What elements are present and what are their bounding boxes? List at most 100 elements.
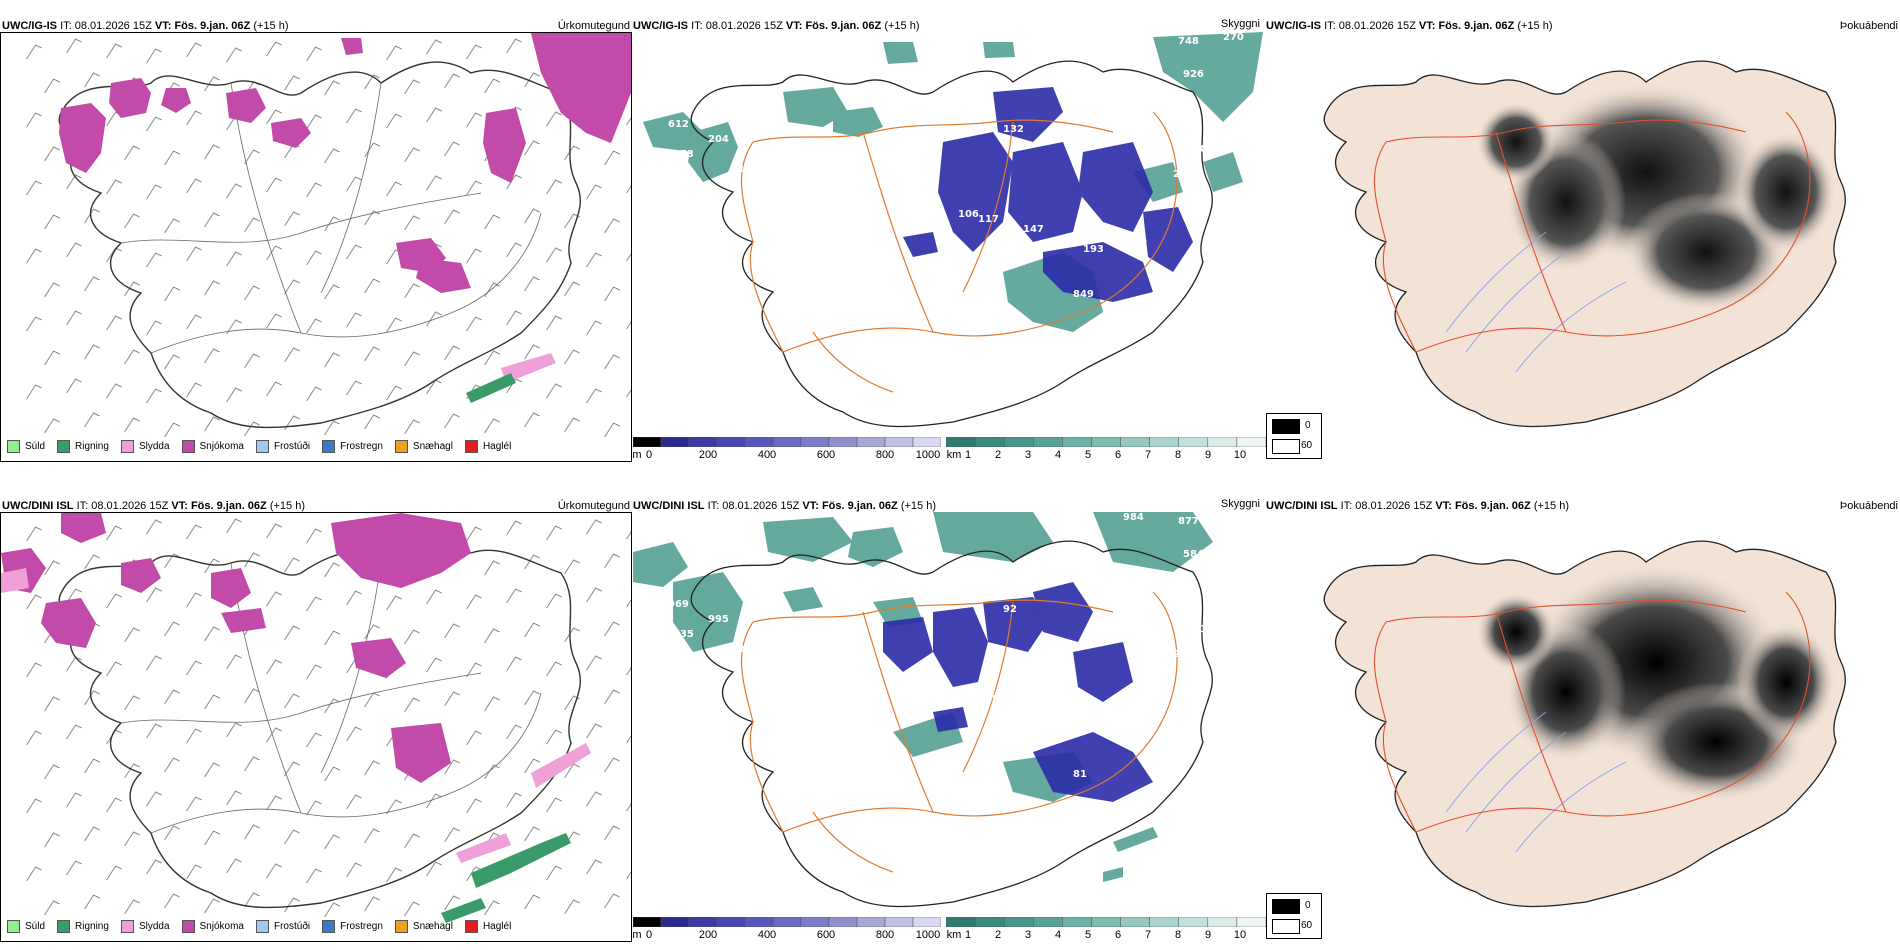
colorbar-segment bbox=[1178, 916, 1209, 928]
colorbar-segment bbox=[660, 436, 690, 448]
fog-scale-top: 0 bbox=[1305, 900, 1311, 911]
wind-barb bbox=[466, 44, 482, 60]
wind-barb bbox=[204, 76, 220, 92]
colorbar-segment bbox=[716, 436, 746, 448]
legend-swatch bbox=[7, 919, 20, 933]
wind-barb bbox=[226, 518, 242, 534]
precip-map-1[interactable]: Súld Rigning Slydda Snjókoma Frostúði Fr… bbox=[0, 32, 632, 462]
wind-barb bbox=[386, 867, 402, 883]
cb-tick: 400 bbox=[757, 449, 777, 461]
colorbar-segment bbox=[800, 916, 830, 928]
legend-item-slydda: Slydda bbox=[120, 439, 170, 453]
wind-barb bbox=[226, 722, 242, 738]
model-name: UWC/DINI ISL bbox=[2, 500, 74, 512]
wind-barb bbox=[604, 689, 620, 705]
precip-title-2: Úrkomutegund bbox=[557, 500, 630, 512]
visibility-areas bbox=[633, 512, 1213, 882]
vis-value-label: 147 bbox=[1023, 224, 1044, 235]
wind-barb bbox=[44, 560, 60, 576]
wind-barb bbox=[404, 697, 420, 713]
vis-value-label: 748 bbox=[1178, 36, 1199, 47]
cloud-base-bar-1: m 0 200 400 600 800 1000 bbox=[632, 436, 942, 465]
rivers bbox=[1445, 711, 1627, 853]
wind-barb bbox=[164, 689, 180, 705]
wind-barb bbox=[426, 175, 442, 191]
wind-barb bbox=[266, 727, 282, 743]
wind-barb bbox=[546, 729, 562, 745]
vb-tick: 2 bbox=[994, 449, 1002, 461]
rivers bbox=[1445, 231, 1627, 373]
vis-map-1[interactable]: 278 748 270 926 612 273 204 889 326 130 132 106 117 1… bbox=[633, 32, 1263, 432]
wind-barb bbox=[164, 422, 180, 438]
it-label: IT: bbox=[60, 20, 72, 32]
wind-barb bbox=[306, 664, 322, 680]
visibility-ticks: km 1 2 3 4 5 6 7 8 9 10 bbox=[946, 929, 1266, 943]
wind-barb bbox=[364, 896, 380, 912]
wind-barb bbox=[66, 378, 82, 394]
wind-barb bbox=[626, 253, 631, 262]
cb-tick: 200 bbox=[698, 449, 718, 461]
legend-swatch bbox=[322, 439, 336, 453]
wind-barb bbox=[324, 834, 340, 850]
legend-swatch bbox=[255, 439, 269, 453]
wind-barb bbox=[284, 625, 300, 641]
wind-barb bbox=[466, 248, 482, 264]
vis-value-label: 132 bbox=[1003, 124, 1024, 135]
vis-value-label: 117 bbox=[1193, 624, 1214, 635]
wind-barb bbox=[604, 621, 620, 637]
vis-value-label: 984 bbox=[1123, 512, 1144, 523]
wind-barb bbox=[586, 859, 602, 875]
iceland-outline bbox=[58, 541, 581, 909]
lead-time: (+15 h) bbox=[884, 20, 920, 32]
wind-barb bbox=[44, 900, 60, 916]
vis-title-2: Skyggni bbox=[1220, 498, 1260, 510]
vt-label: VT: bbox=[1418, 20, 1436, 32]
wind-barb bbox=[266, 795, 282, 811]
vis-value-label: 101 bbox=[958, 689, 979, 700]
wind-barb bbox=[524, 758, 540, 774]
wind-barb bbox=[466, 180, 482, 196]
wind-barb bbox=[324, 902, 340, 918]
cloud-base-ticks: m 0 200 400 600 800 1000 bbox=[632, 929, 941, 943]
fog-scale-box-2: 0 60 bbox=[1266, 893, 1322, 939]
wind-barb bbox=[164, 354, 180, 370]
wind-barb bbox=[186, 864, 202, 880]
wind-barb bbox=[44, 764, 60, 780]
wind-barb bbox=[284, 829, 300, 845]
vis-value-label: 92 bbox=[1003, 604, 1017, 615]
wind-barb bbox=[204, 558, 220, 574]
wind-barb bbox=[84, 690, 100, 706]
fog-map-1[interactable] bbox=[1266, 32, 1896, 432]
wind-barb bbox=[346, 108, 362, 124]
colorbar-segment bbox=[1178, 436, 1209, 448]
wind-barb bbox=[364, 210, 380, 226]
wind-barb bbox=[26, 112, 42, 128]
wind-barb bbox=[506, 588, 522, 604]
wind-barb bbox=[204, 212, 220, 228]
precip-title-1: Úrkomutegund bbox=[557, 20, 630, 32]
wind-barb bbox=[484, 560, 500, 576]
vis-value-label: 117 bbox=[978, 214, 999, 225]
vis-value-label: 326 bbox=[783, 82, 804, 93]
precip-map-2[interactable]: Súld Rigning Slydda Snjókoma Frostúði Fr… bbox=[0, 512, 632, 942]
vb-tick: 3 bbox=[1024, 449, 1032, 461]
sleet-areas bbox=[1, 568, 591, 863]
wind-barb bbox=[484, 350, 500, 366]
wind-barb bbox=[244, 824, 260, 840]
wind-barb bbox=[546, 593, 562, 609]
fog-map-2[interactable] bbox=[1266, 512, 1896, 912]
cb-tick: 0 bbox=[645, 929, 653, 941]
wind-barb bbox=[186, 728, 202, 744]
wind-barb bbox=[186, 524, 202, 540]
wind-barb bbox=[444, 759, 460, 775]
wind-barb bbox=[546, 383, 562, 399]
wind-barb bbox=[364, 74, 380, 90]
cloud-base-areas bbox=[903, 87, 1193, 302]
wind-barb bbox=[586, 519, 602, 535]
vis-map-2[interactable]: 984 877 631 584 969 735 995 148 108 98 92 101 185 805… bbox=[633, 512, 1263, 912]
vt-value: Fös. 9.jan. 06Z bbox=[821, 500, 898, 512]
colorbar-segment bbox=[1207, 436, 1238, 448]
vis-header-1: UWC/IG-IS IT: 08.01.2026 15Z VT: Fös. 9.… bbox=[633, 20, 920, 36]
vb-tick: 4 bbox=[1054, 929, 1062, 941]
wind-barb bbox=[124, 417, 140, 433]
